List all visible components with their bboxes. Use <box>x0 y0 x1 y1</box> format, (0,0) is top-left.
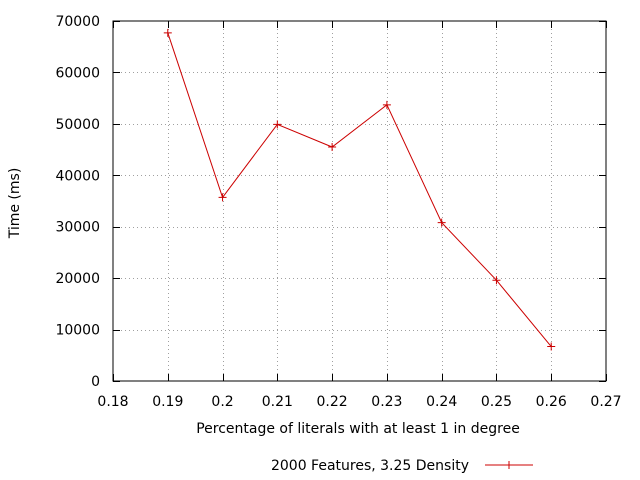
x-tick-label: 0.19 <box>152 394 183 410</box>
axis-ticks <box>113 21 607 382</box>
data-point <box>492 276 501 285</box>
y-tick-label: 10000 <box>55 323 100 339</box>
tick-labels: 0.18 0.19 0.2 0.21 0.22 0.23 0.24 0.25 0.26 0.27 0… <box>55 14 621 410</box>
x-tick-label: 0.23 <box>371 394 402 410</box>
legend-label: 2000 Features, 3.25 Density <box>271 458 469 474</box>
data-point <box>437 218 446 227</box>
legend-marker <box>505 461 513 469</box>
y-tick-label: 50000 <box>55 117 100 133</box>
legend: 2000 Features, 3.25 Density <box>271 458 533 474</box>
y-tick-label: 20000 <box>55 271 100 287</box>
plot-frame <box>112 20 607 382</box>
y-axis-title: Time (ms) <box>7 168 23 240</box>
x-axis-title: Percentage of literals with at least 1 i… <box>196 421 520 437</box>
x-tick-label: 0.25 <box>481 394 512 410</box>
series-layer <box>163 28 556 351</box>
x-tick-label: 0.22 <box>317 394 348 410</box>
x-tick-label: 0.18 <box>97 394 128 410</box>
x-tick-label: 0.26 <box>536 394 567 410</box>
x-tick-label: 0.24 <box>426 394 457 410</box>
grid-lines <box>113 21 606 381</box>
data-point <box>163 28 172 37</box>
x-tick-label: 0.2 <box>211 394 233 410</box>
data-point <box>218 193 227 202</box>
data-point <box>547 342 556 351</box>
data-point <box>382 100 391 109</box>
x-tick-label: 0.21 <box>262 394 293 410</box>
y-tick-label: 30000 <box>55 220 100 236</box>
data-point <box>273 120 282 129</box>
data-point <box>328 143 337 151</box>
series-line <box>167 32 552 347</box>
x-tick-label: 0.27 <box>590 394 621 410</box>
y-tick-label: 40000 <box>55 168 100 184</box>
y-tick-label: 60000 <box>55 65 100 81</box>
y-tick-label: 70000 <box>55 14 100 30</box>
y-tick-label: 0 <box>91 374 100 390</box>
